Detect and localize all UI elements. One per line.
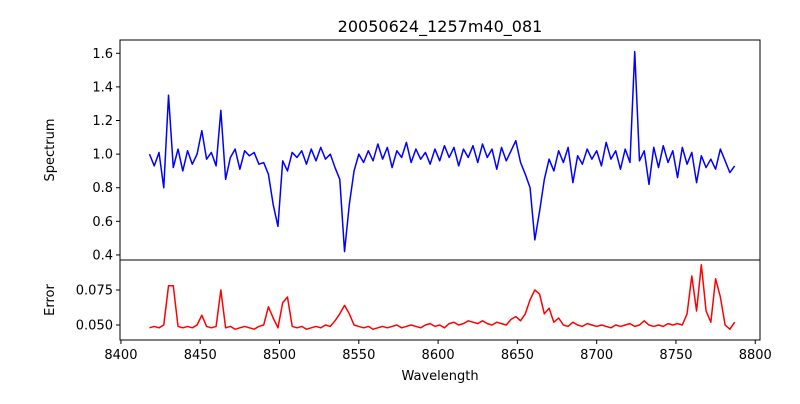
- y-tick-label: 0.4: [92, 248, 113, 263]
- x-tick-label: 8500: [263, 348, 296, 363]
- error-frame: [119, 259, 761, 341]
- y-tick-label: 1.6: [92, 47, 113, 62]
- y-tick-label: 0.8: [92, 181, 113, 196]
- x-tick-label: 8750: [659, 348, 692, 363]
- ylabel-spectrum: Spectrum: [43, 119, 58, 182]
- x-tick-label: 8600: [422, 348, 455, 363]
- x-tick-label: 8800: [739, 348, 772, 363]
- y-tick-label: 1.2: [92, 114, 113, 129]
- spectrum-panel: 0.4 0.6 0.8 1.0 1.2 1.4 1.6: [92, 39, 761, 263]
- x-tick-label: 8400: [104, 348, 137, 363]
- x-tick-label: 8550: [342, 348, 375, 363]
- x-axis-ticks: 8400 8450 8500 8550 8600 8650 8700 8750 8800: [104, 340, 772, 363]
- error-line: [149, 264, 736, 330]
- spectrum-line: [148, 50, 736, 253]
- x-tick-label: 8450: [184, 348, 217, 363]
- y-tick-label: 1.4: [92, 80, 113, 95]
- y-tick-label: 0.050: [76, 319, 113, 334]
- x-axis-label: Wavelength: [401, 369, 478, 384]
- y-tick-label: 0.6: [92, 215, 113, 230]
- y-tick-label: 1.0: [92, 148, 113, 163]
- x-tick-label: 8650: [501, 348, 534, 363]
- x-tick-label: 8700: [580, 348, 613, 363]
- ylabel-error: Error: [43, 284, 58, 316]
- error-panel: 0.050 0.075: [76, 259, 761, 341]
- y-tick-label: 0.075: [76, 283, 113, 298]
- chart-title: 20050624_1257m40_081: [338, 17, 543, 37]
